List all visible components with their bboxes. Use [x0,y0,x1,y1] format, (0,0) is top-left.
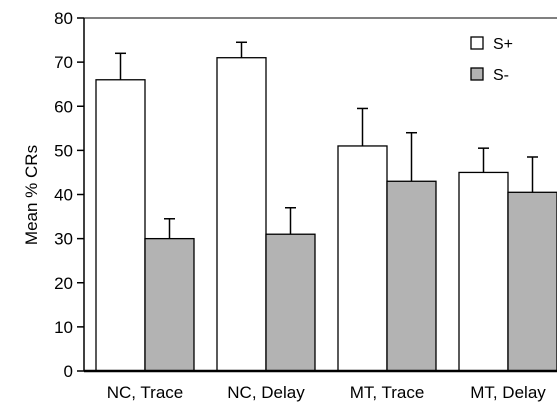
legend-label: S- [493,67,509,84]
y-tick-label: 60 [54,97,73,116]
y-tick-label: 20 [54,274,73,293]
plot-area [95,41,557,372]
axes: NC, Trace NC, Delay MT, Trace MT, Delay 0 10 2… [54,9,557,402]
y-tick-label: 30 [54,230,73,249]
y-tick-label: 40 [54,186,73,205]
x-tick-label: MT, Trace [350,383,425,402]
y-axis-label: Mean % CRs [22,145,41,245]
x-tick-label: NC, Delay [227,383,305,402]
y-tick-label: 10 [54,318,73,337]
y-tick-label: 70 [54,53,73,72]
legend-swatch [470,36,484,50]
legend-swatch [470,67,484,81]
bar [144,237,195,372]
y-tick-label: 0 [64,362,73,381]
bar [458,171,509,372]
y-tick-label: 80 [54,9,73,28]
bar [386,180,437,372]
x-tick-label: NC, Trace [107,383,184,402]
bar [507,191,557,372]
legend-label: S+ [493,36,513,53]
y-tick-label: 50 [54,141,73,160]
x-tick-label: MT, Delay [470,383,546,402]
bar [337,145,388,372]
legend: S+ S- [470,36,513,84]
bar [265,233,316,372]
bar [95,79,146,372]
bar [216,57,267,372]
